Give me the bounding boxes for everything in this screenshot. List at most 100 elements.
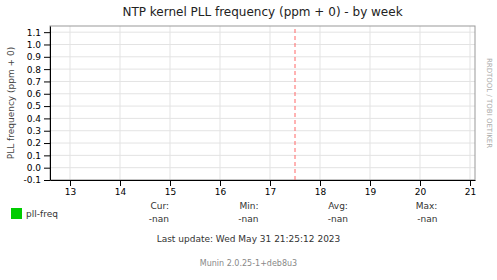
tick: 0.8 [27, 65, 50, 75]
tick-mark [44, 155, 50, 156]
tick: 13 [65, 180, 76, 197]
tick-label: 0.2 [27, 138, 41, 148]
tick: -0.1 [23, 175, 50, 185]
axis-line [51, 180, 476, 181]
tick-label: 0.0 [27, 163, 42, 173]
grid-line [50, 81, 475, 82]
grid-line [120, 26, 121, 180]
grid-line [50, 118, 475, 119]
grid-line [50, 106, 475, 107]
tick-mark [120, 180, 121, 186]
tick-label: 0.9 [27, 52, 42, 62]
grid-line [270, 26, 271, 180]
tick-mark [470, 180, 471, 186]
tick-label: 15 [165, 187, 176, 197]
stat-value: -nan [149, 214, 169, 224]
tick: 0.9 [27, 52, 50, 62]
tick-mark [44, 168, 50, 169]
chart: -0.10.00.10.20.30.40.50.60.70.80.91.01.1… [0, 0, 497, 280]
tick-label: 0.8 [27, 65, 42, 75]
grid [50, 26, 475, 180]
legend: pll-freq [11, 208, 58, 219]
annotations: Last update: Wed May 31 21:25:12 2023 Mun… [157, 58, 493, 268]
stat-label: Min: [239, 201, 258, 211]
tick: 0.0 [27, 163, 50, 173]
tick: 0.1 [27, 151, 50, 161]
title: NTP kernel PLL frequency (ppm + 0) - by … [122, 5, 402, 19]
annotation: RRDTOOL / TOBI OETIKER [485, 58, 493, 148]
tick-mark [44, 81, 50, 82]
stats: Cur:-nanMin:-nanAvg:-nanMax:-nan [149, 201, 438, 224]
grid-line [50, 167, 475, 168]
tick-mark [270, 180, 271, 186]
grid-line [170, 26, 171, 180]
legend-label: pll-freq [26, 209, 58, 219]
tick-mark [320, 180, 321, 186]
stat-value: -nan [417, 214, 437, 224]
tick-mark [44, 131, 50, 132]
tick-label: -0.1 [23, 175, 41, 185]
tick: 16 [215, 180, 227, 197]
tick: 0.3 [27, 126, 50, 136]
grid-line [50, 93, 475, 94]
tick: 18 [315, 180, 327, 197]
tick-label: 20 [415, 187, 427, 197]
tick-mark [70, 180, 71, 186]
legend-swatch [11, 208, 22, 219]
grid-line [70, 26, 71, 180]
tick-mark [170, 180, 171, 186]
grid-line [50, 56, 475, 57]
grid-line [50, 130, 475, 131]
annotation: Last update: Wed May 31 21:25:12 2023 [157, 234, 341, 244]
tick-mark [370, 180, 371, 186]
grid-line [50, 155, 475, 156]
tick-label: 0.3 [27, 126, 41, 136]
tick: 17 [265, 180, 276, 197]
vertical-line [295, 26, 296, 180]
tick-mark [420, 180, 421, 186]
tick-label: 0.4 [27, 114, 42, 124]
tick-label: 18 [315, 187, 327, 197]
y-axis: -0.10.00.10.20.30.40.50.60.70.80.91.01.1 [23, 27, 50, 186]
tick-mark [44, 69, 50, 70]
tick-label: 16 [215, 187, 227, 197]
stat-label: Max: [416, 201, 438, 211]
tick: 0.4 [27, 114, 50, 124]
tick-label: 13 [65, 187, 76, 197]
grid-line [370, 26, 371, 180]
x-axis: 13 14 15 16 17 18 19 20 21 [51, 180, 477, 197]
tick-mark [44, 44, 50, 45]
tick-label: 17 [265, 187, 276, 197]
grid-line [50, 69, 475, 70]
tick-mark [44, 143, 50, 144]
tick: 0.7 [27, 77, 50, 87]
tick-label: 0.7 [27, 77, 41, 87]
tick: 0.6 [27, 89, 50, 99]
tick: 15 [165, 180, 176, 197]
grid-line [470, 26, 471, 180]
grid-line [420, 26, 421, 180]
tick: 14 [115, 180, 127, 197]
stat-value: -nan [328, 214, 348, 224]
annotation: Munin 2.0.25-1+deb8u3 [200, 259, 297, 268]
grid-line [320, 26, 321, 180]
tick-label: 19 [365, 187, 377, 197]
tick: 21 [465, 180, 476, 197]
tick-label: 21 [465, 187, 476, 197]
tick-mark [44, 32, 50, 33]
tick-label: 14 [115, 187, 127, 197]
stat-label: Cur: [150, 201, 169, 211]
tick-label: 1.1 [27, 28, 41, 38]
y-axis-title: PLL frequency (ppm + 0) [6, 47, 16, 160]
tick: 19 [365, 180, 377, 197]
plot-frame [50, 26, 475, 180]
axis-line [50, 27, 51, 181]
grid-line [50, 32, 475, 33]
tick-mark [220, 180, 221, 186]
tick-label: 0.1 [27, 151, 41, 161]
tick-mark [44, 180, 50, 181]
stat-value: -nan [238, 214, 258, 224]
tick: 0.5 [27, 101, 50, 111]
tick-mark [44, 57, 50, 58]
grid-line [50, 143, 475, 144]
